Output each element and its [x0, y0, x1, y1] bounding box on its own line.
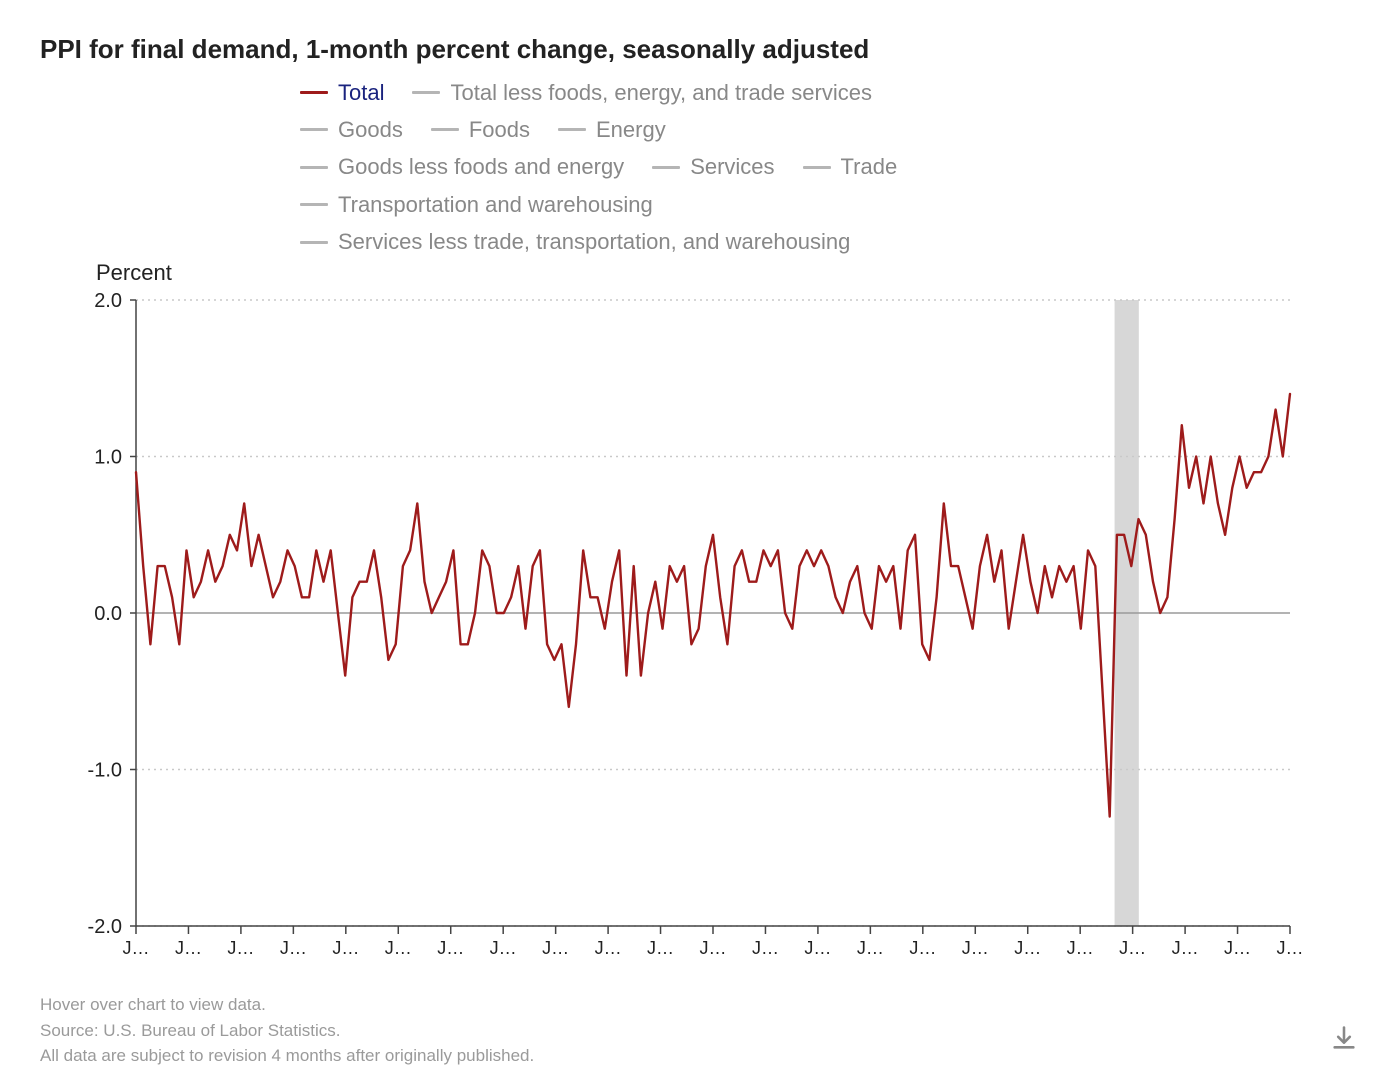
legend-swatch — [300, 91, 328, 94]
download-icon[interactable] — [1330, 1024, 1358, 1052]
legend-label: Transportation and warehousing — [338, 189, 653, 221]
svg-text:J…: J… — [909, 938, 936, 958]
svg-text:J…: J… — [123, 938, 150, 958]
legend-item[interactable]: Total — [300, 77, 384, 109]
svg-text:2.0: 2.0 — [94, 290, 122, 312]
svg-text:J…: J… — [542, 938, 569, 958]
chart-title: PPI for final demand, 1-month percent ch… — [40, 34, 1360, 65]
legend-label: Total less foods, energy, and trade serv… — [450, 77, 871, 109]
svg-text:J…: J… — [752, 938, 779, 958]
legend-item[interactable]: Transportation and warehousing — [300, 189, 653, 221]
legend-swatch — [300, 166, 328, 169]
legend-item[interactable]: Services less trade, transportation, and… — [300, 226, 850, 258]
svg-text:J…: J… — [1067, 938, 1094, 958]
footnote-line: All data are subject to revision 4 month… — [40, 1043, 1360, 1069]
legend-item[interactable]: Foods — [431, 114, 530, 146]
svg-text:J…: J… — [175, 938, 202, 958]
svg-text:J…: J… — [280, 938, 307, 958]
svg-text:J…: J… — [437, 938, 464, 958]
chart-area[interactable]: -2.0 -1.0 0.0 1.0 2.0 J… J… J… J… J… J… J… J… J… J… J… J… — [40, 286, 1360, 966]
svg-text:J…: J… — [804, 938, 831, 958]
legend-label: Services — [690, 151, 774, 183]
line-chart[interactable]: -2.0 -1.0 0.0 1.0 2.0 J… J… J… J… J… J… J… J… J… J… J… J… — [40, 286, 1310, 966]
legend-item[interactable]: Goods — [300, 114, 403, 146]
legend-swatch — [652, 166, 680, 169]
legend-item[interactable]: Services — [652, 151, 774, 183]
svg-text:J…: J… — [962, 938, 989, 958]
legend-item[interactable]: Total less foods, energy, and trade serv… — [412, 77, 871, 109]
legend-label: Foods — [469, 114, 530, 146]
legend-swatch — [431, 128, 459, 131]
legend-item[interactable]: Energy — [558, 114, 666, 146]
legend-label: Services less trade, transportation, and… — [338, 226, 850, 258]
svg-text:J…: J… — [1119, 938, 1146, 958]
svg-text:J…: J… — [385, 938, 412, 958]
legend: Total Total less foods, energy, and trade… — [300, 71, 1200, 258]
legend-label: Trade — [841, 151, 898, 183]
legend-item[interactable]: Goods less foods and energy — [300, 151, 624, 183]
footnote-line: Hover over chart to view data. — [40, 992, 1360, 1018]
legend-swatch — [300, 203, 328, 206]
legend-swatch — [803, 166, 831, 169]
svg-text:J…: J… — [595, 938, 622, 958]
svg-text:-2.0: -2.0 — [88, 916, 122, 938]
svg-text:J…: J… — [1224, 938, 1251, 958]
legend-label: Energy — [596, 114, 666, 146]
legend-item[interactable]: Trade — [803, 151, 898, 183]
svg-text:J…: J… — [227, 938, 254, 958]
footnotes: Hover over chart to view data.Source: U.… — [40, 992, 1360, 1069]
legend-swatch — [300, 241, 328, 244]
svg-text:J…: J… — [1277, 938, 1304, 958]
svg-text:J…: J… — [1014, 938, 1041, 958]
svg-text:J…: J… — [332, 938, 359, 958]
svg-text:J…: J… — [490, 938, 517, 958]
svg-text:-1.0: -1.0 — [88, 760, 122, 782]
footnote-line: Source: U.S. Bureau of Labor Statistics. — [40, 1018, 1360, 1044]
svg-text:J…: J… — [700, 938, 727, 958]
legend-swatch — [412, 91, 440, 94]
svg-text:J…: J… — [1172, 938, 1199, 958]
legend-label: Goods — [338, 114, 403, 146]
legend-swatch — [558, 128, 586, 131]
svg-text:J…: J… — [647, 938, 674, 958]
legend-swatch — [300, 128, 328, 131]
svg-text:1.0: 1.0 — [94, 447, 122, 469]
svg-text:J…: J… — [857, 938, 884, 958]
legend-label: Goods less foods and energy — [338, 151, 624, 183]
legend-label: Total — [338, 77, 384, 109]
svg-text:0.0: 0.0 — [94, 603, 122, 625]
y-axis-title: Percent — [96, 260, 1360, 286]
